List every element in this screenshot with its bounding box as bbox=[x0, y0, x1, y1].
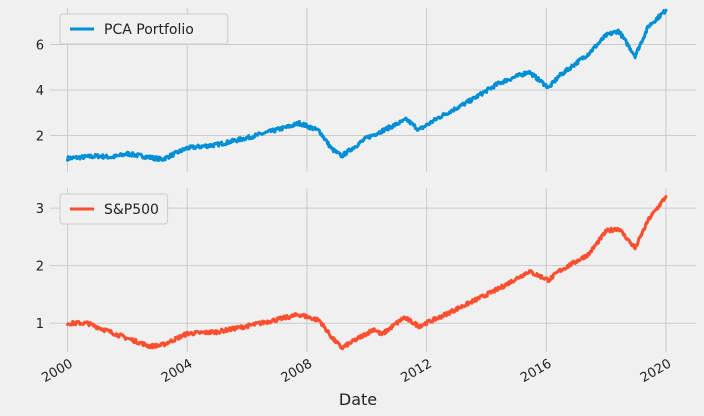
x-axis-label: Date bbox=[339, 390, 377, 409]
legend-box bbox=[59, 193, 169, 225]
x-tick-label: 2020 bbox=[638, 356, 674, 386]
legend-entry: PCA Portfolio bbox=[104, 22, 194, 38]
bottom-panel: 1 2 3 S&P500 2000 2004 2008 2012 2016 2020 bbox=[36, 188, 696, 386]
series-line-0 bbox=[66, 195, 668, 351]
legend: PCA Portfolio bbox=[59, 13, 229, 45]
x-tick-label: 2004 bbox=[159, 356, 195, 386]
y-tick-label: 2 bbox=[36, 260, 44, 275]
y-tick-label: 6 bbox=[36, 38, 44, 53]
y-tick-label: 3 bbox=[36, 202, 44, 217]
x-tick-label: 2012 bbox=[398, 356, 434, 386]
y-tick-label: 4 bbox=[36, 84, 44, 99]
legend-entry: S&P500 bbox=[104, 202, 159, 218]
legend: S&P500 bbox=[59, 193, 169, 225]
y-tick-label: 2 bbox=[36, 130, 44, 145]
top-panel: 2 4 6 PCA Portfolio bbox=[36, 8, 696, 172]
y-tick-label: 1 bbox=[36, 317, 44, 332]
x-tick-label: 2000 bbox=[39, 356, 75, 386]
x-tick-label: 2016 bbox=[518, 356, 554, 386]
x-tick-label: 2008 bbox=[279, 356, 315, 386]
legend-box bbox=[59, 13, 229, 45]
series-line-0 bbox=[66, 8, 668, 163]
